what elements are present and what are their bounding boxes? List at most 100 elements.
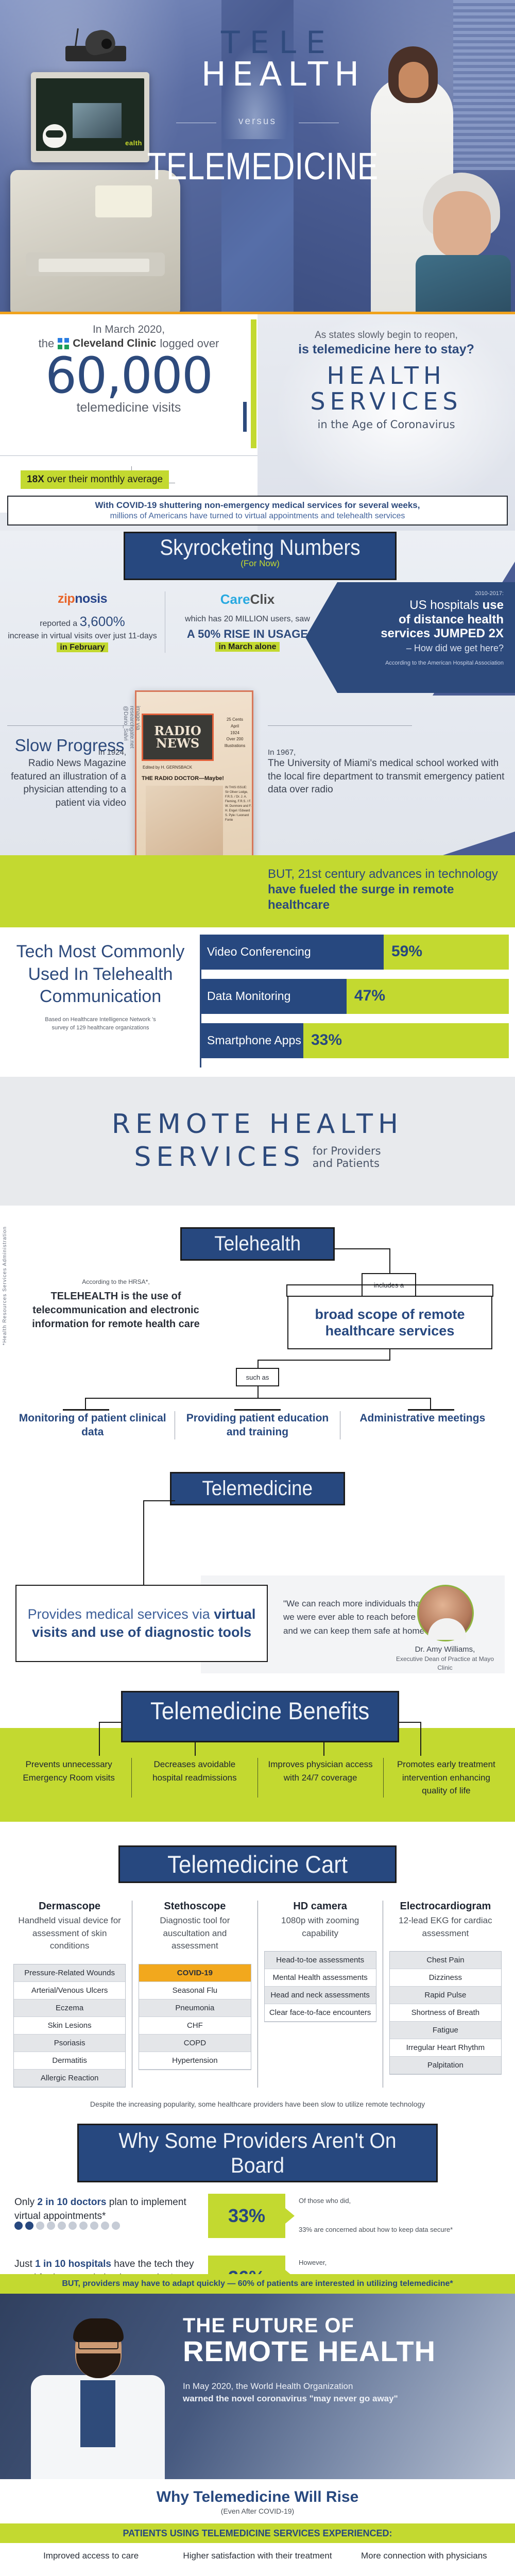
row1-note: Of those who did, — [299, 2196, 351, 2205]
hero-divider — [0, 312, 515, 314]
telehealth-item: Monitoring of patient clinical data — [19, 1412, 166, 1438]
connector-line — [99, 1722, 100, 1756]
branch-tick — [63, 1409, 109, 1411]
callout-text: over their monthly average — [47, 474, 163, 485]
health-services-panel: As states slowly begin to reopen, is tel… — [258, 314, 515, 531]
cart-condition: Eczema — [14, 1999, 126, 2017]
benefit-item: Improves physician access with 24/7 cove… — [257, 1758, 383, 1798]
rise-subtitle: (Even After COVID-19) — [220, 2506, 295, 2515]
future-title-line2: REMOTE HEALTH — [183, 2334, 436, 2367]
zipnosis-pre: reported a — [40, 619, 78, 628]
telemedicine-cart-block: Telemedicine Cart Dermascope Handheld vi… — [0, 1845, 515, 2124]
rhs-line2: SERVICES — [134, 1142, 305, 1173]
accent-bar-green — [251, 319, 256, 448]
broad-scope-box: broad scope of remote healthcare service… — [287, 1296, 492, 1349]
slow-rule-right — [268, 725, 412, 726]
future-section: THE FUTURE OF REMOTE HEALTH In May 2020,… — [0, 2293, 515, 2479]
careclix-text: which has 20 MILLION users, saw A 50% RI… — [171, 614, 323, 653]
telemedicine-desc-pre: Provides medical services via — [27, 1606, 214, 1622]
hs-line-services: SERVICES — [310, 387, 462, 415]
cart-condition: Palpitation — [389, 2057, 501, 2075]
dot-empty — [58, 2221, 66, 2230]
zipnosis-logo-nosis: nosis — [75, 591, 107, 606]
title-tele: TELE — [221, 25, 335, 61]
title-health: HEALTH — [201, 56, 366, 94]
careclix-logo-clix: Clix — [250, 591, 275, 607]
window-blinds — [453, 0, 515, 170]
careclix-logo-care: Care — [220, 591, 250, 607]
stats-date: In March 2020, — [92, 324, 165, 335]
tech-title-line1: Tech Most Commonly — [16, 942, 185, 961]
cart-column-ekg: Electrocardiogram 12-lead EKG for cardia… — [382, 1901, 508, 2088]
cover-month: April — [230, 723, 239, 728]
telemedicine-desc-bold: virtual visits and use of diagnostic too… — [31, 1606, 256, 1640]
careclix-column: CareClix which has 20 MILLION users, saw… — [165, 591, 330, 653]
quote-author-role: Executive Dean of Practice at Mayo Clini… — [396, 1655, 494, 1671]
cleveland-clinic-logo-icon — [58, 338, 70, 349]
hrsa-source: According to the HRSA*, — [82, 1278, 150, 1285]
cart-condition: Rapid Pulse — [389, 1987, 501, 2005]
tech-title-line3: Communication — [39, 987, 162, 1007]
quote-text: "We can reach more individuals than we w… — [283, 1599, 428, 1636]
image-credit: image via researchgate.net @Dario_Salvi — [123, 706, 141, 749]
reopen-line2: is telemedicine here to stay? — [298, 342, 474, 357]
skyrocketing-section: Skyrocketing Numbers (For Now) zipnosis … — [0, 531, 515, 927]
rise-section: Why Telemedicine Will Rise (Even After C… — [0, 2479, 515, 2576]
future-paragraph: In May 2020, the World Health Organizati… — [183, 2380, 502, 2405]
slow-left-body: Radio News Magazine featured an illustra… — [11, 758, 126, 808]
connector-line — [258, 1360, 390, 1361]
benefit-item: Prevents unnecessary Emergency Room visi… — [23, 1759, 115, 1783]
bar-value: 47% — [354, 987, 386, 1004]
careclix-pre: which has 20 MILLION users, saw — [185, 615, 310, 623]
cover-price: 25 Cents — [226, 717, 244, 722]
skyrocketing-title: Skyrocketing Numbers — [160, 535, 360, 560]
benefit-item: Promotes early treatment intervention en… — [383, 1758, 509, 1798]
video-camera-icon — [54, 27, 131, 72]
row2-note: However, — [299, 2258, 327, 2266]
cart-condition-highlight: COVID-19 — [139, 1964, 251, 1982]
rhs-sub-b: and Patients — [312, 1157, 380, 1170]
bar-row-smartphone-apps: Smartphone Apps 33% — [200, 1023, 509, 1058]
providers-row-doctors: Only 2 in 10 doctors plan to implement v… — [0, 2193, 515, 2244]
green-strip-text: BUT, 21st century advances in technology… — [268, 867, 510, 913]
patient-stat: Higher satisfaction with their treatment… — [177, 2550, 338, 2576]
bar-fill — [201, 1023, 303, 1058]
cart-condition: Head-to-toe assessments — [264, 1952, 376, 1970]
cover-news: NEWS — [156, 736, 200, 751]
telehealth-node-label: Telehealth — [214, 1232, 301, 1255]
row1-percent: 33% — [208, 2193, 295, 2238]
slow-left-text: In 1924, Radio News Magazine featured an… — [0, 748, 131, 810]
cleveland-clinic-name: Cleveland Clinic — [73, 337, 157, 349]
cart-condition: Chest Pain — [389, 1952, 501, 1970]
branch-tick — [408, 1409, 454, 1411]
future-p1: In May 2020, the World Health Organizati… — [183, 2381, 353, 2391]
cart-condition: Dizziness — [389, 1969, 501, 1987]
cart-condition: Clear face-to-face encounters — [264, 2004, 376, 2022]
reopen-question: As states slowly begin to reopen, is tel… — [264, 330, 509, 357]
telehealth-items: Monitoring of patient clinical data Prov… — [10, 1411, 505, 1439]
connector-line — [420, 1722, 421, 1756]
such-as-connector-box: such as — [236, 1368, 279, 1386]
cart-device-desc: 1080p with zooming capability — [281, 1916, 359, 1938]
tech-note-line2: survey of 129 healthcare organizations — [52, 1025, 149, 1031]
title-telemedicine: TELEMEDICINE — [147, 145, 379, 188]
rhs-title-band: REMOTE HEALTH SERVICES for Providers and… — [0, 1077, 515, 1206]
cart-device-desc: Diagnostic tool for auscultation and ass… — [160, 1916, 230, 1951]
providers-section: Why Some Providers Aren't On Board Only … — [0, 2123, 515, 2300]
tech-chart-source: Based on Healthcare Intelligence Network… — [5, 1015, 196, 1032]
cart-device-name: HD camera — [293, 1901, 347, 1912]
careclix-logo: CareClix — [171, 591, 323, 607]
hs-line-health: HEALTH — [327, 362, 446, 389]
cover-illustrations: Over 200 Illustrations — [224, 737, 246, 749]
careclix-highlight: in March alone — [215, 642, 280, 652]
row2-bold: 1 in 10 hospitals — [35, 2258, 111, 2269]
tech-chart-heading: Tech Most Commonly Used In Telehealth Co… — [5, 941, 196, 1032]
dot-empty — [36, 2221, 44, 2230]
connector-line — [286, 1284, 287, 1297]
jump-question: – How did we get here? — [406, 642, 504, 653]
radio-news-masthead: RADIO NEWS — [142, 714, 214, 761]
cart-condition-list: Head-to-toe assessments Mental Health as… — [264, 1951, 376, 2023]
zipnosis-highlight: in February — [57, 642, 108, 652]
cart-condition: CHF — [139, 2017, 251, 2035]
row1-note2: 33% are concerned about how to keep data… — [299, 2225, 453, 2233]
